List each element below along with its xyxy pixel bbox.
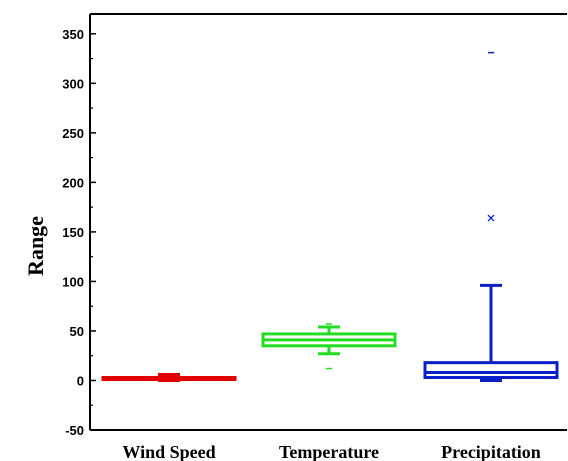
y-tick-label: 250 (62, 126, 84, 141)
x-category-label: Wind Speed (122, 442, 215, 461)
y-tick-label: 200 (62, 175, 84, 190)
y-tick-label: 350 (62, 27, 84, 42)
y-tick-label: 150 (62, 225, 84, 240)
y-tick-label: 300 (62, 76, 84, 91)
box-iqr (423, 361, 559, 380)
y-tick-label: -50 (65, 423, 84, 438)
x-category-label: Temperature (279, 442, 379, 461)
category-labels: Wind Speed Temperature Precipitation (122, 442, 540, 461)
outlier-mark (487, 214, 495, 222)
y-tick-label: 50 (70, 324, 84, 339)
boxes (101, 51, 559, 382)
y-tick-label: 100 (62, 274, 84, 289)
x-category-label: Precipitation (441, 442, 541, 461)
box-precipitation (423, 51, 559, 382)
y-ticks: -50 0 50 100 150 200 250 300 350 (62, 27, 96, 438)
box-wind-speed (101, 373, 237, 382)
box-temperature (261, 323, 397, 370)
y-axis-title: Range (23, 216, 48, 276)
y-tick-label: 0 (77, 373, 84, 388)
